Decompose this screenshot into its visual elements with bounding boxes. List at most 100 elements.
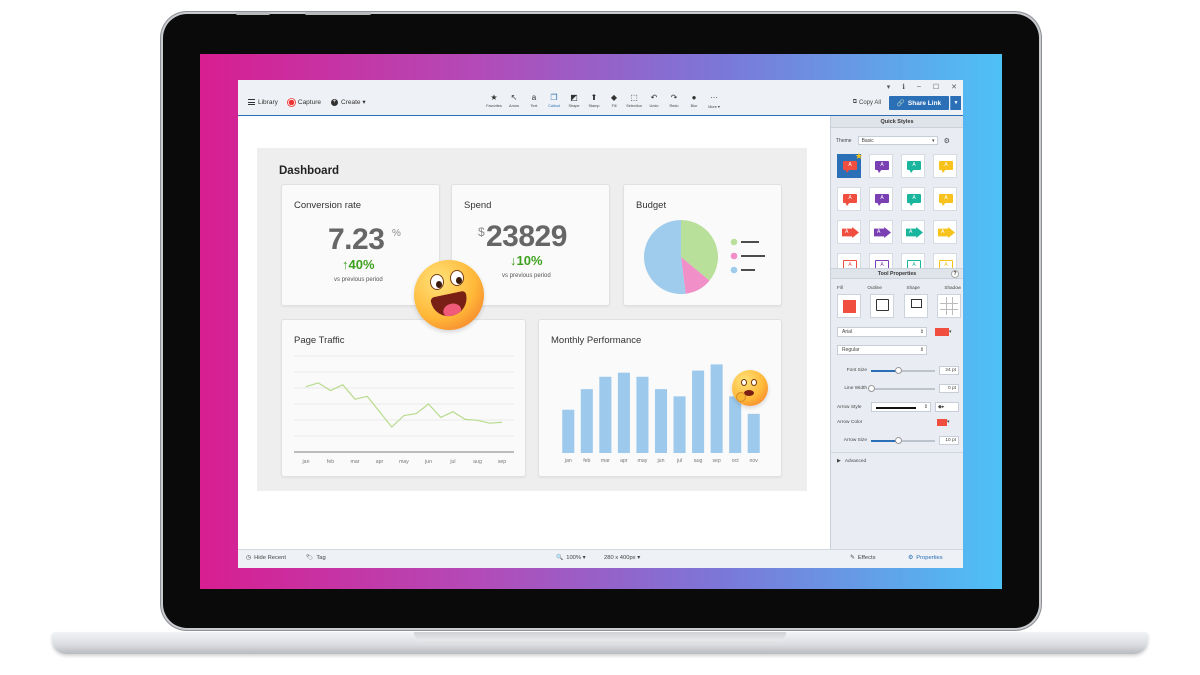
toolbar-right: ▾ ℹ – ☐ ✕ ⧉ Copy All 🔗 Share Link ▼ [833,80,963,116]
toolbar-left: Library Capture + Create ▾ [248,98,366,106]
tool-callout[interactable]: ❐ Callout [546,93,562,109]
properties-label: Properties [916,555,943,561]
tool-blur[interactable]: ● Blur [686,93,702,109]
tool-stamp[interactable]: ⬆ Stamp [586,93,602,109]
minimize-icon[interactable]: – [916,83,921,90]
properties-button[interactable]: ⚙ Properties [908,555,943,561]
quick-style-swatch[interactable]: A [933,187,957,211]
chevron-down-icon[interactable]: ▾ [947,420,950,425]
quick-style-swatch[interactable]: A [901,187,925,211]
arrow-size-value[interactable]: 10 pt [939,436,959,445]
budget-pie-chart [644,220,765,294]
quick-style-swatch[interactable]: A [869,154,893,178]
editor-canvas[interactable]: Dashboard Conversion rate 7.23 % ↑40% vs… [238,116,830,549]
quick-style-swatch[interactable]: A [901,154,925,178]
canvas-size-control[interactable]: 280 x 400px ▾ [604,555,641,561]
outline-button[interactable] [870,294,895,318]
grinning-emoji-sticker[interactable] [414,260,484,330]
arrow-head-select[interactable]: ◆▸ [935,402,959,412]
status-bar: ◷ Hide Recent 🏷 Tag 🔍 100% ▾ 280 x 400px ▾ … [238,549,963,568]
tool-arrow[interactable]: ↖ Arrow [506,93,522,109]
tool-label: Favorites [486,104,502,108]
share-dropdown-button[interactable]: ▼ [950,96,961,110]
tool-more[interactable]: ··· More ▾ [706,93,722,109]
tool-properties-header: Tool Properties ? [831,268,963,279]
arrow-style-select[interactable]: ⇕ [871,402,931,412]
arrow-size-label: Arrow Size [843,438,867,443]
shape-callout-icon [910,299,922,308]
zoom-control[interactable]: 🔍 100% ▾ [556,555,586,561]
font-style-select[interactable]: Regular ⇕ [837,345,927,355]
arrow-style-label: Arrow Style [837,404,862,410]
tool-favorites[interactable]: ★ Favorites [486,93,502,109]
tool-selection[interactable]: ⬚ Selection [626,93,642,109]
slider-knob[interactable] [894,366,902,374]
advanced-row[interactable]: ▶ Advanced [837,458,959,464]
advanced-label: Advanced [844,458,867,464]
tool-shape[interactable]: ◩ Shape [566,93,582,109]
quick-style-swatch[interactable]: A ★ [837,151,863,178]
legend-dot [730,252,738,260]
tool-redo[interactable]: ↷ Redo [666,93,682,109]
properties-icon: ⚙ [908,555,914,561]
theme-select[interactable]: Basic ▾ [857,136,938,145]
stepper-icon: ⇕ [919,347,924,353]
maximize-icon[interactable]: ☐ [932,84,940,91]
tool-label: Callout [548,104,560,108]
quick-style-swatch[interactable]: A [933,220,957,244]
font-size-slider[interactable] [871,366,935,374]
tool-text[interactable]: a Text [526,93,542,109]
gear-icon[interactable]: ⚙ [943,137,950,145]
create-button[interactable]: + Create ▾ [331,98,366,106]
effects-button[interactable]: ✎ Effects [850,555,875,561]
undo-icon: ↶ [650,93,658,102]
quick-style-swatch[interactable]: A [837,187,861,211]
help-icon[interactable]: ? [951,270,959,278]
library-button[interactable]: Library [248,99,278,106]
shadow-button[interactable] [936,294,961,318]
line-width-slider[interactable] [868,384,935,392]
tag-button[interactable]: 🏷 Tag [306,555,326,561]
close-icon[interactable]: ✕ [951,84,957,91]
dashboard-image[interactable]: Dashboard Conversion rate 7.23 % ↑40% vs… [257,148,807,491]
delta-value: 10% [516,253,543,268]
callout-tail [941,169,946,173]
quick-style-swatch[interactable]: A [869,187,893,211]
quick-style-swatch[interactable]: A [837,220,861,244]
fill-swatch-button[interactable] [837,294,861,318]
quick-style-swatch[interactable]: A [869,220,893,244]
shape-button[interactable] [903,294,928,318]
thinking-emoji-sticker[interactable] [732,370,768,406]
bar [636,376,649,453]
capture-button[interactable]: Capture [288,99,321,106]
info-icon[interactable]: ℹ [902,84,905,91]
fill-tool-icon: ◆ [610,93,618,102]
create-label: Create ▾ [341,99,366,106]
hide-recent-button[interactable]: ◷ Hide Recent [246,555,286,561]
tool-undo[interactable]: ↶ Undo [646,93,662,109]
line-width-value[interactable]: 0 pt [939,384,959,393]
arrowhead-icon: ◆▸ [938,404,945,410]
font-size-value[interactable]: 24 pt [939,366,959,375]
quick-style-swatch[interactable]: A [933,154,957,178]
copy-all-button[interactable]: ⧉ Copy All [853,99,881,106]
slider-fill [871,439,898,442]
tool-properties-label: Tool Properties [877,271,917,277]
slider-knob[interactable] [868,384,875,392]
tool-bar: ★ Favorites ↖ Arrow a Text ❐ Callout ◩ Shape ⬆ Stam… [486,93,722,109]
slider-knob[interactable] [894,436,902,444]
font-color-swatch[interactable] [935,328,949,336]
callout-style-preview: A [875,194,889,203]
dropdown-icon[interactable]: ▾ [886,84,891,91]
chevron-down-icon[interactable]: ▾ [949,329,952,335]
callout-style-preview: A [843,161,857,170]
arrow-size-slider[interactable] [871,436,935,444]
emoji-mouth [744,390,754,396]
bar [599,376,612,453]
font-family-select[interactable]: Arial ⇕ [837,327,927,337]
arrow-style-preview: A [906,227,923,238]
tool-fill[interactable]: ◆ Fill [606,93,622,109]
quick-style-swatch[interactable]: A [901,220,925,244]
arrow-color-swatch[interactable] [937,419,947,426]
share-link-button[interactable]: 🔗 Share Link [889,96,949,110]
